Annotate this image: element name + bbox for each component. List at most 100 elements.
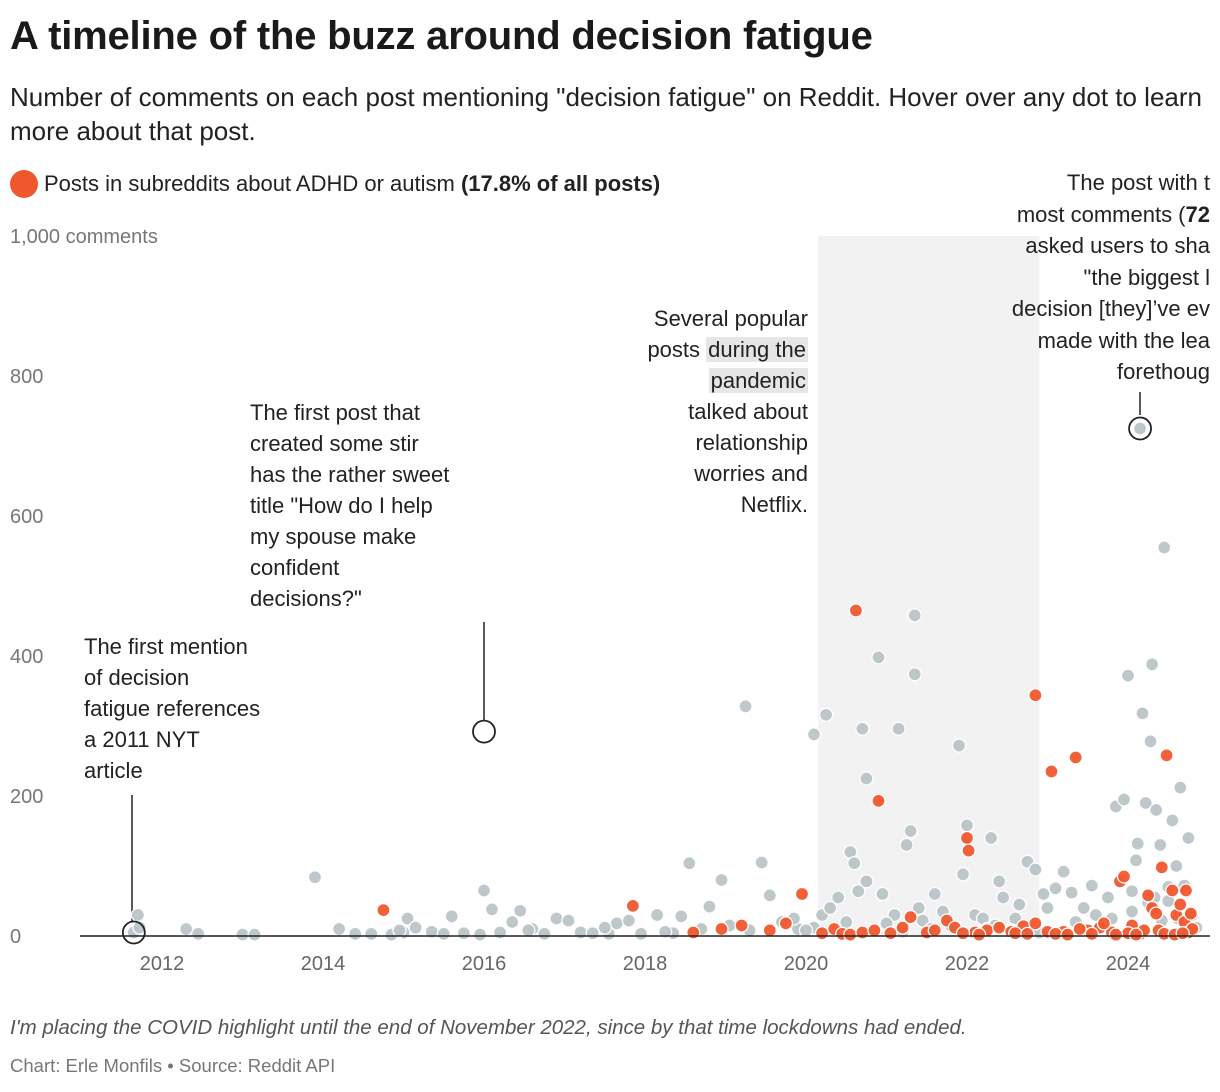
data-point-other	[1130, 836, 1145, 851]
data-point-adhd-autism	[714, 921, 729, 937]
data-point-other	[178, 921, 194, 937]
annotation-most-comments: The post with t most comments (72 asked …	[900, 167, 1210, 388]
x-tick-label: 2012	[140, 953, 185, 975]
data-point-other	[911, 900, 926, 916]
data-point-other	[754, 855, 769, 870]
data-point-adhd-autism	[927, 923, 942, 938]
data-point-other	[408, 920, 423, 935]
data-point-other	[1153, 837, 1168, 853]
data-point-other	[955, 867, 971, 882]
data-point-other	[1076, 900, 1091, 916]
data-point-other	[907, 667, 922, 682]
data-point-adhd-autism	[848, 603, 864, 618]
data-point-adhd-autism	[1084, 926, 1099, 942]
data-point-other	[822, 900, 838, 916]
data-point-adhd-autism	[814, 926, 830, 941]
data-point-other	[364, 926, 379, 942]
data-point-other	[609, 916, 624, 931]
data-point-other	[1144, 657, 1160, 672]
data-point-adhd-autism	[1116, 869, 1132, 884]
marked-post-ring	[472, 719, 496, 744]
y-tick-label: 600	[10, 506, 43, 528]
data-point-adhd-autism	[1183, 906, 1198, 921]
legend-share: (17.8% of all posts)	[460, 171, 661, 196]
data-point-other	[436, 926, 451, 942]
data-point-other	[1132, 421, 1148, 436]
data-point-other	[875, 886, 890, 902]
annotation-pandemic-highlight-1: during the	[706, 337, 808, 362]
x-tick-label: 2022	[945, 953, 990, 975]
data-point-adhd-autism	[1159, 748, 1174, 763]
data-point-other	[859, 874, 874, 889]
data-point-adhd-autism	[883, 926, 898, 941]
legend-label: Posts in subreddits about ADHD or autism	[44, 171, 455, 196]
data-point-other	[392, 923, 407, 938]
y-tick-label: 400	[10, 646, 43, 668]
data-point-other	[247, 927, 262, 942]
data-point-adhd-autism	[959, 830, 975, 846]
data-point-other	[992, 874, 1007, 889]
data-point-adhd-autism	[1008, 926, 1023, 941]
chart-subtitle: Number of comments on each post mentioni…	[10, 82, 1203, 146]
data-point-other	[996, 890, 1011, 905]
covid-highlight-band	[818, 236, 1040, 936]
data-point-other	[891, 721, 906, 736]
credit: Chart: Erle Monfils • Source: Reddit API	[10, 1055, 336, 1076]
data-point-adhd-autism	[762, 923, 777, 938]
data-point-other	[521, 923, 536, 938]
data-point-other	[1064, 885, 1079, 900]
data-point-adhd-autism	[1175, 926, 1190, 941]
x-tick-label: 2024	[1106, 953, 1151, 975]
data-point-other	[1124, 884, 1140, 899]
data-point-other	[831, 890, 846, 905]
data-point-other	[597, 920, 612, 935]
data-point-adhd-autism	[1178, 883, 1194, 898]
data-point-other	[1181, 830, 1196, 846]
data-point-other	[798, 923, 814, 938]
data-point-other	[806, 727, 822, 742]
data-point-adhd-autism	[1108, 927, 1124, 942]
data-point-other	[859, 771, 874, 786]
x-tick-label: 2016	[462, 953, 507, 975]
data-point-other	[472, 927, 488, 942]
data-point-adhd-autism	[1028, 688, 1043, 703]
data-point-other	[505, 914, 520, 930]
data-point-adhd-autism	[961, 843, 976, 858]
data-point-other	[682, 856, 697, 871]
data-point-adhd-autism	[1173, 897, 1188, 912]
data-point-other	[1012, 897, 1027, 912]
x-tick-label: 2020	[784, 953, 829, 975]
data-point-other	[621, 913, 637, 928]
data-point-adhd-autism	[855, 925, 870, 940]
data-point-other	[1100, 890, 1116, 905]
chart-title: A timeline of the buzz around decision f…	[10, 14, 873, 58]
data-point-other	[1138, 795, 1153, 811]
data-point-other	[400, 911, 415, 926]
data-point-adhd-autism	[1028, 916, 1043, 931]
data-point-adhd-autism	[794, 886, 810, 902]
annotation-most-comments-line1: The post with t	[1066, 170, 1210, 195]
y-tick-label: 0	[10, 926, 21, 948]
data-point-other	[657, 924, 673, 939]
data-point-adhd-autism	[1072, 921, 1087, 937]
data-point-other	[1149, 802, 1164, 818]
y-tick-label: 200	[10, 786, 43, 808]
data-point-other	[235, 927, 250, 942]
data-point-adhd-autism	[903, 909, 918, 925]
data-point-other	[714, 872, 729, 888]
y-tick-label: 1,000 comments	[10, 226, 158, 248]
data-point-other	[1173, 780, 1188, 795]
data-point-adhd-autism	[971, 927, 987, 942]
data-point-other	[1128, 853, 1144, 868]
data-point-other	[537, 926, 552, 942]
data-point-other	[331, 921, 347, 937]
data-point-other	[1028, 862, 1043, 877]
data-point-other	[1048, 881, 1063, 896]
data-point-other	[871, 650, 886, 665]
data-point-adhd-autism	[1165, 883, 1180, 898]
data-point-other	[1116, 792, 1132, 807]
data-point-adhd-autism	[1128, 927, 1144, 942]
marked-post-ring	[1128, 416, 1152, 441]
data-point-adhd-autism	[843, 927, 858, 942]
